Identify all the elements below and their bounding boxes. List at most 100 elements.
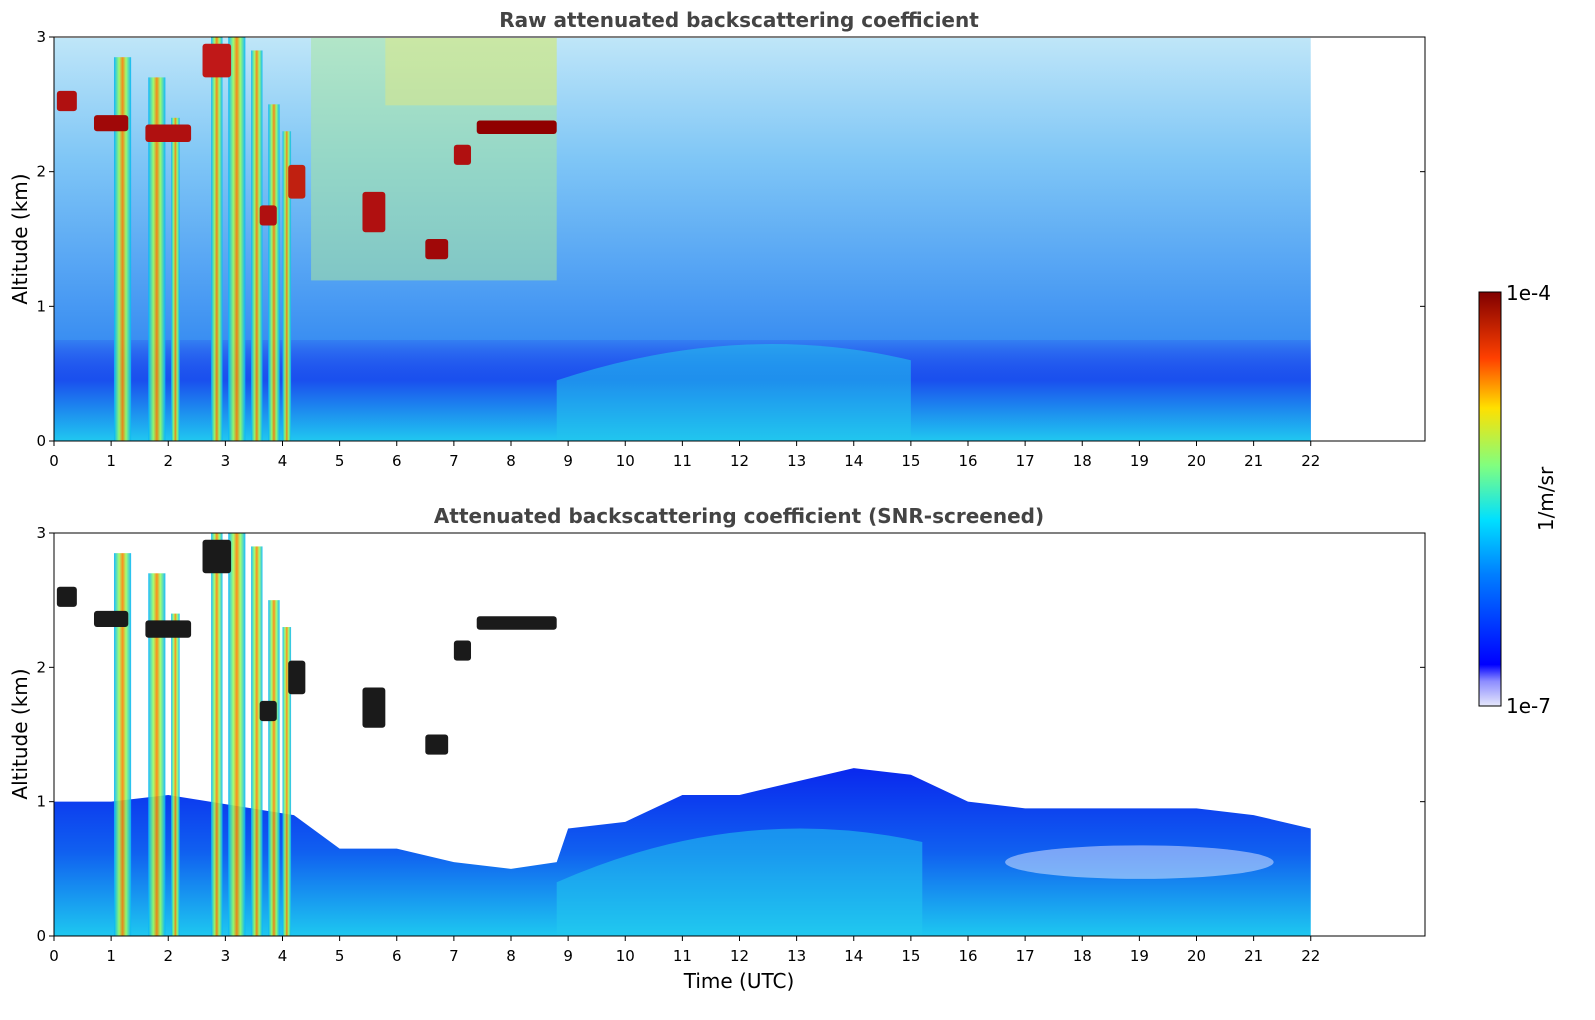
screened-precip-column xyxy=(282,627,292,936)
x-tick-label: 8 xyxy=(506,947,516,965)
x-tick-label: 11 xyxy=(673,947,692,965)
x-tick-label: 10 xyxy=(616,452,635,470)
screened-aerosol-dome xyxy=(556,828,923,936)
raw-precip-column xyxy=(251,50,263,441)
raw-cloud-layer xyxy=(476,120,557,134)
x-tick-label: 22 xyxy=(1301,947,1320,965)
colorbar-gradient xyxy=(1478,291,1502,707)
bottom-plot-area xyxy=(54,533,1311,936)
x-axis-label: Time (UTC) xyxy=(683,969,795,993)
screened-precip-column xyxy=(268,600,280,936)
y-tick-label: 2 xyxy=(36,163,46,181)
screened-precip-column xyxy=(251,546,263,936)
bottom-y-ticks: 0 1 2 3 xyxy=(36,524,1425,945)
x-tick-label: 14 xyxy=(844,452,863,470)
screened-cloud-layer xyxy=(425,734,449,755)
raw-precip-column xyxy=(211,37,223,441)
colorbar-max-label: 1e-4 xyxy=(1506,281,1551,305)
raw-cloud-layer xyxy=(362,191,386,233)
top-chart-title: Raw attenuated backscattering coefficien… xyxy=(499,8,979,32)
x-tick-label: 12 xyxy=(730,452,749,470)
x-tick-label: 21 xyxy=(1244,452,1263,470)
x-tick-label: 18 xyxy=(1073,452,1092,470)
top-panel: Raw attenuated backscattering coefficien… xyxy=(8,8,1426,470)
x-tick-label: 15 xyxy=(901,452,920,470)
x-tick-label: 0 xyxy=(49,452,59,470)
x-tick-label: 5 xyxy=(335,452,345,470)
x-tick-label: 15 xyxy=(901,947,920,965)
x-tick-label: 13 xyxy=(787,452,806,470)
colorbar-min-label: 1e-7 xyxy=(1506,694,1551,718)
x-tick-label: 6 xyxy=(392,947,402,965)
bottom-panel: Attenuated backscattering coefficient (S… xyxy=(8,504,1426,993)
raw-precip-column xyxy=(282,131,292,441)
x-tick-label: 19 xyxy=(1130,947,1149,965)
raw-cloud-layer xyxy=(425,239,449,260)
x-tick-label: 7 xyxy=(449,947,459,965)
top-plot-area xyxy=(54,37,1311,442)
x-tick-label: 22 xyxy=(1301,452,1320,470)
x-tick-label: 9 xyxy=(563,947,573,965)
raw-cloud-layer xyxy=(288,164,306,199)
screened-precip-column xyxy=(171,613,180,936)
screened-cloud-layer xyxy=(93,610,129,628)
y-tick-label: 0 xyxy=(36,927,46,945)
raw-cloud-layer xyxy=(56,90,77,112)
x-tick-label: 21 xyxy=(1244,947,1263,965)
screened-precip-column xyxy=(228,533,246,936)
x-tick-label: 17 xyxy=(1016,452,1035,470)
x-tick-label: 17 xyxy=(1016,947,1035,965)
x-tick-label: 9 xyxy=(563,452,573,470)
raw-cloud-layer xyxy=(259,205,277,226)
y-tick-label: 3 xyxy=(36,28,46,46)
x-tick-label: 5 xyxy=(335,947,345,965)
raw-cloud-layer xyxy=(93,115,129,132)
top-x-ticks: 0 1 2 3 4 5 6 7 8 9 10 11 12 13 14 15 16 17 18 19 20 21 22 xyxy=(49,441,1320,470)
raw-aerosol-dome xyxy=(556,344,911,441)
x-tick-label: 16 xyxy=(958,452,977,470)
screened-cloud-layer xyxy=(56,586,77,607)
colorbar-unit-label: 1/m/sr xyxy=(1534,466,1558,531)
x-tick-label: 12 xyxy=(730,947,749,965)
screened-precip-column xyxy=(148,573,166,936)
screened-cloud-layer xyxy=(145,620,192,638)
raw-precip-column xyxy=(113,57,132,441)
x-tick-label: 11 xyxy=(673,452,692,470)
x-tick-label: 7 xyxy=(449,452,459,470)
bottom-y-axis-label: Altitude (km) xyxy=(8,668,32,799)
y-tick-label: 2 xyxy=(36,658,46,676)
x-tick-label: 19 xyxy=(1130,452,1149,470)
x-tick-label: 6 xyxy=(392,452,402,470)
screened-cloud-layer xyxy=(453,640,472,661)
top-y-axis-label: Altitude (km) xyxy=(8,173,32,304)
bottom-x-ticks: 0 1 2 3 4 5 6 7 8 9 10 11 12 13 14 15 16 17 18 19 20 21 22 xyxy=(49,936,1320,965)
y-tick-label: 1 xyxy=(36,793,46,811)
screened-cloud-layer xyxy=(362,687,386,728)
x-tick-label: 2 xyxy=(163,452,173,470)
x-tick-label: 3 xyxy=(221,947,231,965)
x-tick-label: 3 xyxy=(221,452,231,470)
x-tick-label: 1 xyxy=(106,947,116,965)
raw-precip-column xyxy=(171,117,180,442)
screened-cloud-layer xyxy=(476,616,557,630)
x-tick-label: 20 xyxy=(1187,452,1206,470)
screened-cloud-layer xyxy=(202,539,232,574)
x-tick-label: 1 xyxy=(106,452,116,470)
colorbar: 1e-4 1e-7 1/m/sr xyxy=(1478,281,1558,718)
y-tick-label: 0 xyxy=(36,432,46,450)
bottom-chart-title: Attenuated backscattering coefficient (S… xyxy=(434,504,1044,528)
y-tick-label: 1 xyxy=(36,297,46,315)
x-tick-label: 4 xyxy=(278,947,288,965)
raw-high-noise-core xyxy=(385,38,557,106)
x-tick-label: 14 xyxy=(844,947,863,965)
x-tick-label: 4 xyxy=(278,452,288,470)
raw-cloud-layer xyxy=(145,124,192,143)
x-tick-label: 0 xyxy=(49,947,59,965)
top-y-ticks: 0 1 2 3 xyxy=(36,28,1425,450)
screened-cloud-layer xyxy=(288,660,306,695)
x-tick-label: 8 xyxy=(506,452,516,470)
raw-cloud-layer xyxy=(202,43,232,78)
raw-cloud-layer xyxy=(453,144,472,165)
x-tick-label: 2 xyxy=(163,947,173,965)
